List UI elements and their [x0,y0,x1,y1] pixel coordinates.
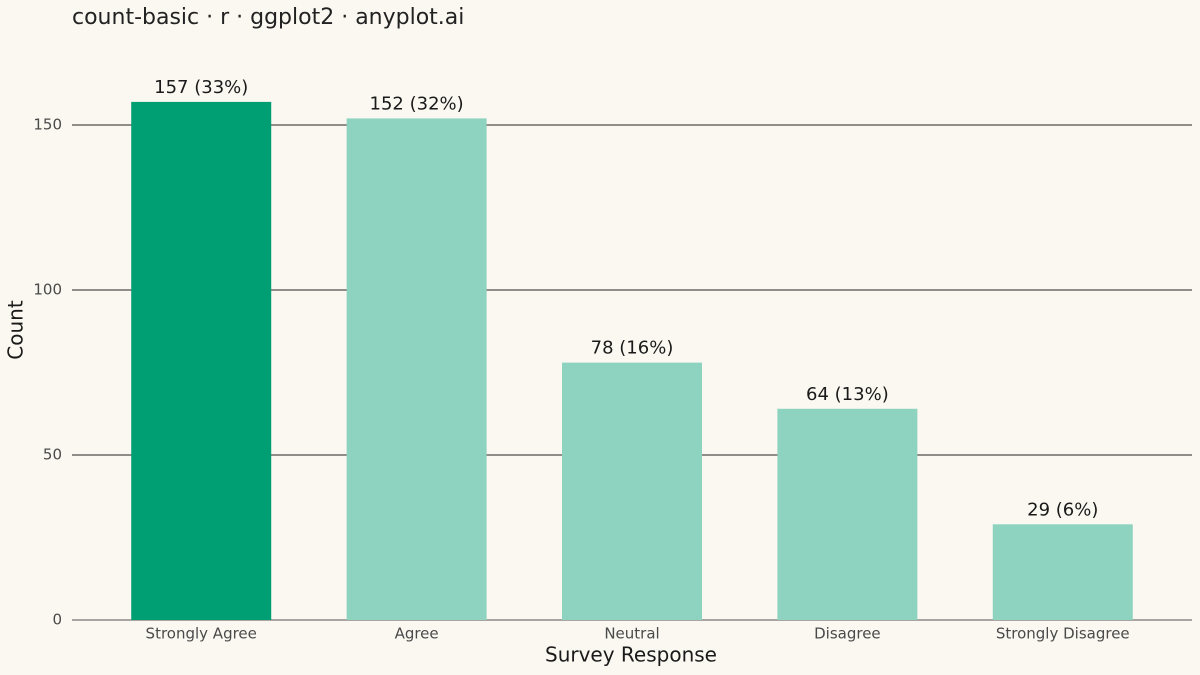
x-tick-label: Strongly Disagree [996,625,1130,643]
chart-title: count-basic · r · ggplot2 · anyplot.ai [72,5,464,30]
x-tick-label: Disagree [814,625,881,643]
bar [131,101,272,620]
x-tick-label: Neutral [604,625,659,643]
value-label: 152 (32%) [370,93,464,114]
value-label: 78 (16%) [591,338,674,359]
x-tick-label: Agree [395,625,439,643]
bar [777,408,918,620]
bar [562,362,702,620]
bar [992,524,1133,620]
value-label: 29 (6%) [1027,499,1098,520]
x-axis-title: Survey Response [545,643,717,667]
value-label: 157 (33%) [154,77,248,98]
y-axis-title: Count [4,300,28,360]
y-tick-label: 150 [33,116,62,134]
y-tick-label: 100 [33,281,62,299]
y-tick-label: 50 [43,446,62,464]
bar [346,118,487,621]
x-tick-label: Strongly Agree [146,625,257,643]
y-tick-label: 0 [52,611,62,629]
value-label: 64 (13%) [806,384,889,405]
